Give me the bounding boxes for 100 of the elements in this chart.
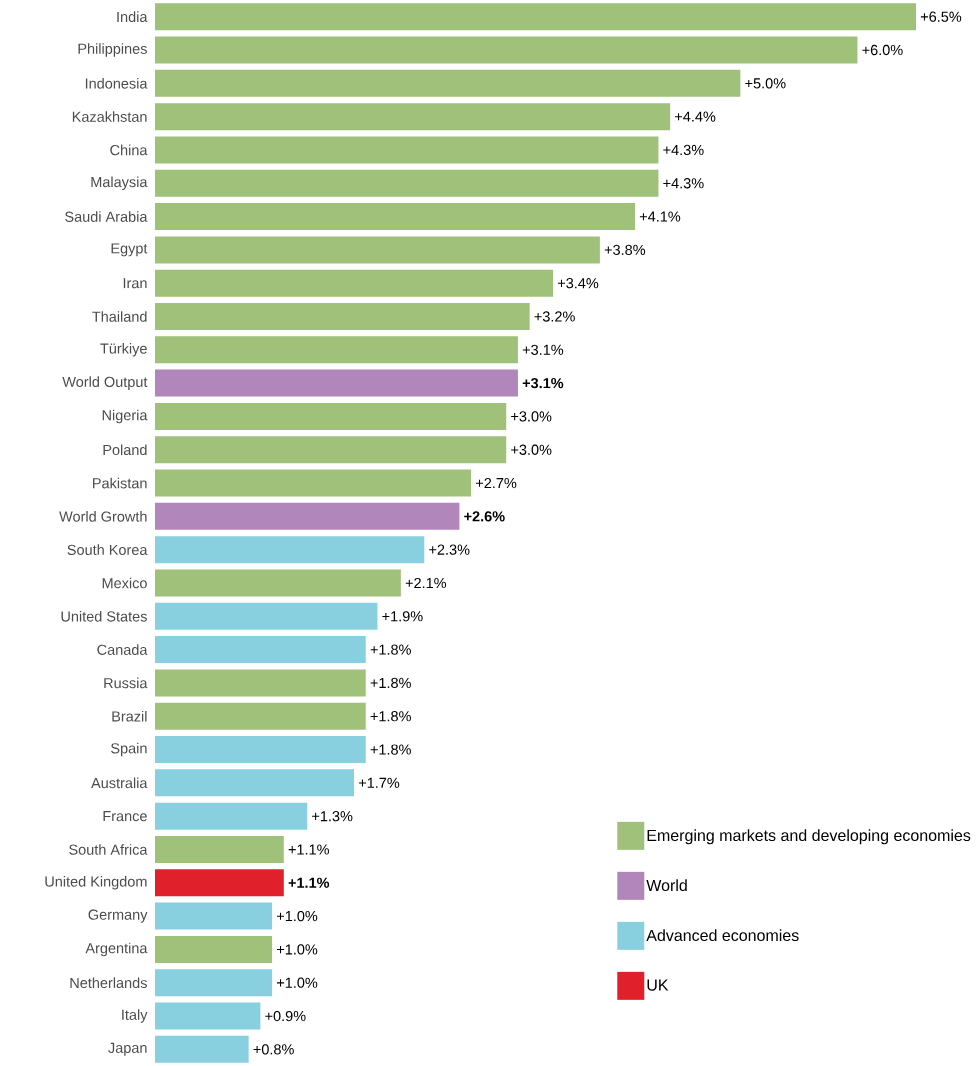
y-tick-label: Mexico [102, 577, 147, 589]
bar [155, 236, 600, 264]
bar [155, 136, 659, 164]
y-tick-label: Russia [104, 677, 148, 689]
legend-label: World [646, 879, 687, 892]
data-label: +6.0% [862, 44, 903, 56]
y-tick-label: Türkiye [100, 343, 147, 357]
y-tick-label: Poland [103, 444, 147, 456]
bar [155, 902, 273, 930]
y-tick-label: Spain [111, 742, 147, 757]
bar [155, 303, 530, 330]
y-tick-label: Kazakhstan [72, 111, 147, 122]
y-tick-label: Indonesia [85, 77, 148, 89]
bar [155, 336, 518, 364]
y-tick-label: China [110, 144, 148, 156]
data-label: +3.4% [557, 278, 599, 289]
data-label: +0.9% [265, 1010, 306, 1022]
bar [155, 203, 636, 231]
bar [155, 3, 916, 31]
y-tick-label: World Growth [59, 511, 147, 522]
bar [155, 869, 284, 897]
bar [155, 1002, 261, 1030]
bar [155, 369, 518, 397]
data-label: +5.0% [745, 78, 786, 89]
data-label: +2.3% [429, 544, 470, 555]
legend-label: Emerging markets and developing economies [647, 829, 971, 845]
data-label: +1.3% [312, 811, 353, 822]
data-label: +3.2% [534, 311, 575, 322]
y-tick-label: Nigeria [102, 409, 148, 424]
y-tick-label: World Output [62, 376, 148, 390]
data-label: +3.8% [604, 244, 646, 256]
data-label: +1.0% [276, 910, 318, 922]
data-label: +1.1% [288, 877, 330, 888]
y-tick-label: Argentina [85, 942, 148, 957]
bar [155, 636, 366, 664]
bar [155, 103, 671, 131]
bar [155, 169, 659, 197]
bar [155, 602, 378, 630]
data-label: +0.8% [253, 1044, 294, 1055]
bar [155, 536, 425, 564]
y-tick-label: India [117, 11, 148, 23]
bar [155, 469, 472, 497]
data-label: +4.1% [639, 211, 681, 222]
data-label: +3.0% [511, 444, 552, 455]
bar [155, 269, 554, 297]
bar [155, 935, 273, 963]
bar [155, 769, 355, 797]
y-tick-label: Egypt [111, 243, 148, 257]
bar [155, 802, 308, 830]
y-tick-label: Japan [108, 1042, 147, 1056]
data-label: +2.7% [476, 477, 517, 489]
bar [155, 569, 401, 597]
legend-label: Advanced economies [646, 929, 799, 942]
data-label: +2.6% [464, 511, 505, 522]
y-tick-label: France [103, 811, 147, 822]
y-tick-label: Brazil [112, 710, 147, 722]
bar [155, 402, 507, 430]
data-label: +4.4% [675, 111, 716, 122]
bar [155, 835, 284, 863]
bar [155, 69, 741, 97]
y-tick-label: South Korea [67, 544, 148, 555]
y-tick-label: Pakistan [93, 477, 147, 489]
data-label: +1.8% [370, 711, 411, 722]
bar [155, 736, 366, 764]
data-label: +1.1% [288, 844, 329, 855]
y-tick-label: Netherlands [70, 977, 147, 989]
legend-label: UK [647, 979, 669, 991]
y-tick-label: Australia [91, 777, 148, 789]
data-label: +2.1% [405, 577, 447, 589]
y-tick-label: Saudi Arabia [65, 211, 148, 222]
data-label: +1.0% [276, 977, 318, 988]
data-label: +1.8% [370, 644, 411, 655]
bar [155, 969, 273, 997]
y-tick-label: Malaysia [91, 176, 148, 191]
data-label: +1.8% [370, 744, 411, 755]
bar [155, 502, 460, 530]
y-tick-label: South Africa [69, 844, 148, 855]
bar [155, 36, 858, 64]
data-label: +1.8% [370, 677, 411, 689]
data-label: +3.1% [522, 344, 564, 355]
data-label: +1.9% [382, 611, 423, 622]
y-tick-label: Italy [122, 1009, 148, 1023]
data-label: +1.7% [358, 777, 400, 788]
data-label: +1.0% [276, 944, 318, 955]
bar [155, 702, 366, 730]
y-tick-label: Canada [97, 644, 148, 655]
y-tick-label: Germany [88, 909, 148, 923]
data-label: +3.1% [522, 377, 564, 389]
data-label: +3.0% [511, 411, 552, 422]
bar [155, 436, 507, 464]
bar [155, 669, 366, 697]
y-tick-label: Philippines [78, 43, 147, 57]
data-label: +4.3% [663, 144, 704, 156]
y-tick-label: United Kingdom [45, 876, 147, 890]
data-label: +4.3% [663, 178, 704, 189]
y-tick-label: Thailand [92, 311, 147, 322]
data-label: +6.5% [920, 11, 962, 22]
bar [155, 1035, 249, 1063]
y-tick-label: United States [61, 610, 147, 622]
y-tick-label: Iran [123, 278, 147, 289]
